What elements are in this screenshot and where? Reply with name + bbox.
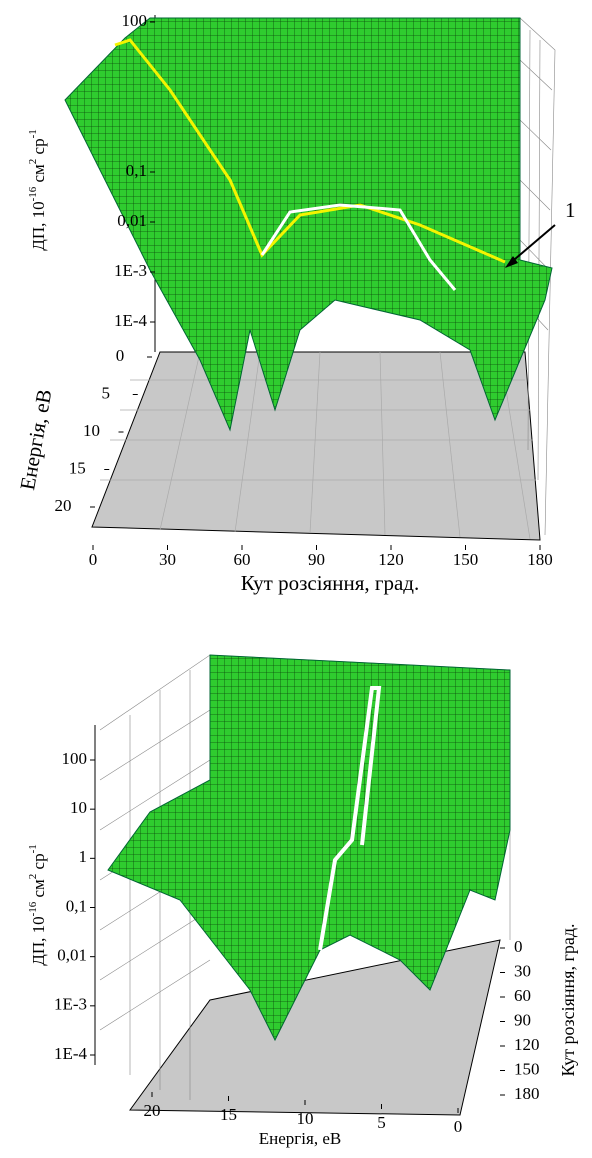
- z-tick-label: 100: [62, 749, 88, 768]
- y-tick-label: 0: [514, 937, 523, 956]
- y-tick-label: 0: [116, 346, 125, 365]
- z-axis-title-part: 2: [27, 874, 39, 880]
- z-tick-label: 1E-3: [114, 261, 147, 280]
- y-tick-label: 10: [83, 421, 100, 440]
- z-tick-label: 1E-4: [54, 1044, 88, 1063]
- y-tick-label: 90: [514, 1010, 531, 1029]
- z-tick-label: 100: [122, 11, 148, 30]
- y-tick-label: 60: [514, 986, 531, 1005]
- x-tick-label: 30: [159, 550, 176, 569]
- x-tick-label: 0: [89, 550, 98, 569]
- z-axis-title-part: ДП, 10: [29, 201, 48, 250]
- y-tick-label: 120: [514, 1035, 540, 1054]
- z-axis-title-part: 2: [27, 159, 39, 165]
- chart-1-frame: [64, 15, 556, 541]
- angle-axis-title: Кут розсіяння, град.: [241, 571, 419, 595]
- energy-axis-title: Енергія, еВ: [15, 387, 56, 491]
- y-tick-label: 180: [514, 1084, 540, 1103]
- y-tick-label: 15: [69, 458, 86, 477]
- z-tick-label: 0,01: [117, 211, 147, 230]
- z-tick-label: 0,1: [66, 896, 87, 915]
- x-tick-label: 5: [377, 1113, 386, 1132]
- z-axis-title-part: -1: [27, 844, 39, 853]
- x-tick-label: 120: [378, 550, 404, 569]
- z-axis-title-part: см: [29, 879, 48, 902]
- chart-2-frame: [94, 654, 511, 1116]
- y-tick-label: 20: [55, 496, 72, 515]
- z-tick-label: 1E-3: [54, 995, 87, 1014]
- z-axis-title-part: -16: [27, 186, 39, 201]
- z-axis-title-part: ср: [29, 138, 48, 158]
- z-axis-title-part: -16: [27, 901, 39, 916]
- z-tick-label: 1E-4: [114, 311, 148, 330]
- y-tick-label: 5: [102, 383, 111, 402]
- z-tick-label: 10: [70, 798, 87, 817]
- x-tick-label: 150: [453, 550, 479, 569]
- angle-axis-title: Кут розсіяння, град.: [558, 924, 578, 1077]
- z-axis-title: ДП, 10-16 см2 ср-1: [27, 129, 48, 251]
- z-tick-label: 0,1: [126, 161, 147, 180]
- energy-axis-title: Енергія, еВ: [259, 1129, 341, 1148]
- z-axis-title-part: ДП, 10: [29, 916, 48, 965]
- x-tick-label: 15: [220, 1105, 237, 1124]
- y-tick-label: 150: [514, 1059, 540, 1078]
- x-tick-label: 20: [144, 1101, 161, 1120]
- z-axis-title: ДП, 10-16 см2 ср-1: [27, 844, 48, 966]
- x-tick-label: 0: [454, 1117, 463, 1136]
- x-tick-label: 60: [234, 550, 251, 569]
- annotation: 1: [565, 198, 576, 222]
- z-axis-title-part: см: [29, 164, 48, 187]
- x-tick-label: 90: [308, 550, 325, 569]
- x-tick-label: 180: [527, 550, 553, 569]
- z-tick-label: 0,01: [57, 946, 87, 965]
- z-axis-title-part: ср: [29, 853, 48, 873]
- x-tick-label: 10: [297, 1109, 314, 1128]
- y-tick-label: 30: [514, 961, 531, 980]
- z-axis-title-part: -1: [27, 129, 39, 138]
- z-tick-label: 1: [79, 847, 88, 866]
